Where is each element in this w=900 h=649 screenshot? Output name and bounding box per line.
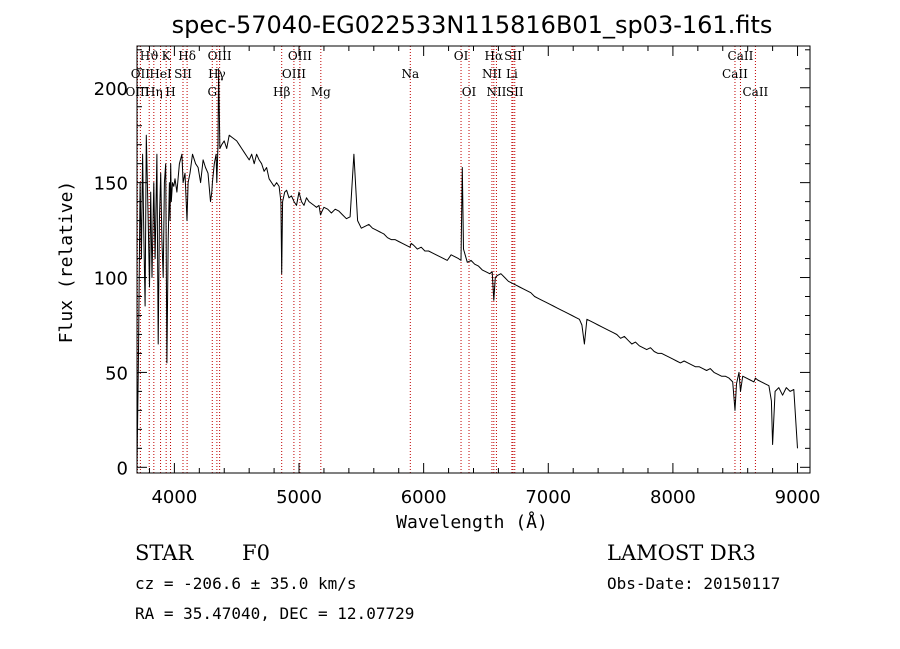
redshift-velocity: cz = -206.6 ± 35.0 km/s bbox=[135, 574, 357, 593]
line-marker-label: Li bbox=[506, 67, 518, 81]
line-marker-label: K bbox=[162, 49, 172, 63]
x-tick-label: 9000 bbox=[775, 487, 821, 508]
spectrum-series bbox=[136, 68, 798, 468]
line-marker-label: OI bbox=[462, 85, 477, 99]
object-class: STAR bbox=[135, 541, 194, 565]
observation-date: Obs-Date: 20150117 bbox=[607, 574, 780, 593]
line-marker-label: OIII bbox=[282, 67, 306, 81]
y-tick-label: 200 bbox=[94, 79, 128, 100]
object-subclass: F0 bbox=[242, 541, 270, 565]
line-marker-label: Hα bbox=[485, 49, 504, 63]
line-marker-label: NII bbox=[482, 67, 502, 81]
spectral-line-labels: Hϑ OII OIII K HeI Hη H SII Hδ OIII Hγ G Hβ OIII OIII Mg… bbox=[125, 49, 768, 99]
line-marker-label: H bbox=[165, 85, 175, 99]
x-axis-ticks: 4000 5000 6000 7000 8000 9000 bbox=[148, 46, 821, 508]
y-tick-label: 150 bbox=[94, 174, 128, 195]
line-marker-label: G bbox=[207, 85, 217, 99]
survey-name: LAMOST DR3 bbox=[607, 541, 756, 565]
line-marker-label: Hδ bbox=[178, 49, 196, 63]
line-marker-label: Hγ bbox=[208, 67, 226, 81]
line-marker-label: OIII bbox=[288, 49, 312, 63]
y-tick-label: 50 bbox=[105, 363, 128, 384]
chart-title: spec-57040-EG022533N115816B01_sp03-161.f… bbox=[172, 11, 773, 39]
line-marker-label: HeI bbox=[149, 67, 172, 81]
line-marker-label: OII bbox=[131, 67, 151, 81]
x-tick-label: 8000 bbox=[650, 487, 696, 508]
y-tick-label: 0 bbox=[117, 458, 128, 479]
line-marker-label: Hϑ bbox=[140, 49, 159, 63]
line-marker-label: CaII bbox=[728, 49, 754, 63]
line-marker-label: Na bbox=[401, 67, 419, 81]
line-marker-label: OIII bbox=[208, 49, 232, 63]
line-marker-label: SII bbox=[174, 67, 192, 81]
plot-frame bbox=[136, 45, 811, 474]
line-marker-label: OI bbox=[454, 49, 469, 63]
line-marker-label: Hη bbox=[145, 85, 163, 99]
line-marker-label: Mg bbox=[311, 85, 331, 99]
line-marker-label: SII bbox=[504, 49, 522, 63]
line-marker-label: SII bbox=[506, 85, 524, 99]
x-tick-label: 7000 bbox=[525, 487, 571, 508]
y-tick-label: 100 bbox=[94, 269, 128, 290]
x-tick-label: 4000 bbox=[151, 487, 197, 508]
line-marker-label: CaII bbox=[742, 85, 768, 99]
x-tick-label: 6000 bbox=[401, 487, 447, 508]
line-marker-label: Hβ bbox=[273, 85, 290, 99]
x-axis-label: Wavelength (Å) bbox=[396, 511, 548, 533]
line-marker-label: NII bbox=[486, 85, 506, 99]
y-axis-label: Flux (relative) bbox=[56, 181, 77, 344]
y-axis-ticks: 0 50 100 150 200 bbox=[94, 49, 810, 479]
line-marker-label: CaII bbox=[722, 67, 748, 81]
sky-coordinates: RA = 35.47040, DEC = 12.07729 bbox=[135, 604, 414, 623]
line-marker-label: OIII bbox=[125, 85, 149, 99]
spectrum-line bbox=[136, 68, 798, 468]
x-tick-label: 5000 bbox=[276, 487, 322, 508]
